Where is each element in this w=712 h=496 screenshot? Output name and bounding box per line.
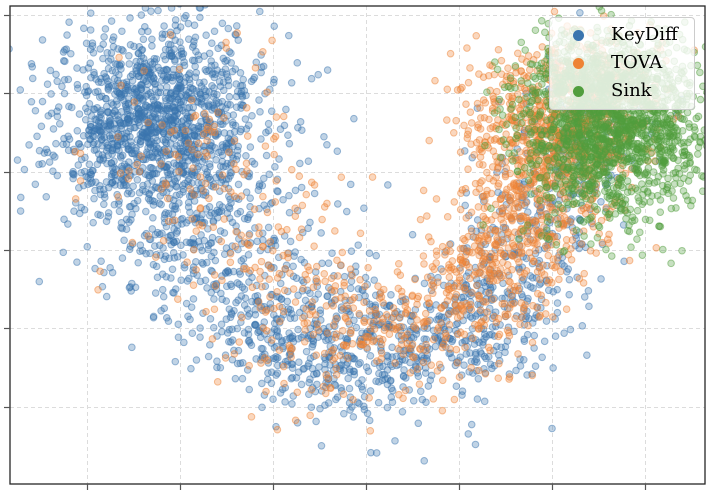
legend-label-tova: TOVA: [611, 52, 663, 73]
legend-label-sink: Sink: [611, 80, 652, 101]
legend: KeyDiff TOVA Sink: [549, 17, 695, 110]
keydiff-marker-icon: [573, 29, 584, 41]
sink-marker-icon: [573, 85, 584, 97]
legend-label-keydiff: KeyDiff: [611, 24, 678, 45]
legend-item-keydiff: KeyDiff: [550, 21, 694, 49]
tova-marker-icon: [573, 57, 584, 69]
legend-item-sink: Sink: [550, 77, 694, 105]
legend-item-tova: TOVA: [550, 49, 694, 77]
